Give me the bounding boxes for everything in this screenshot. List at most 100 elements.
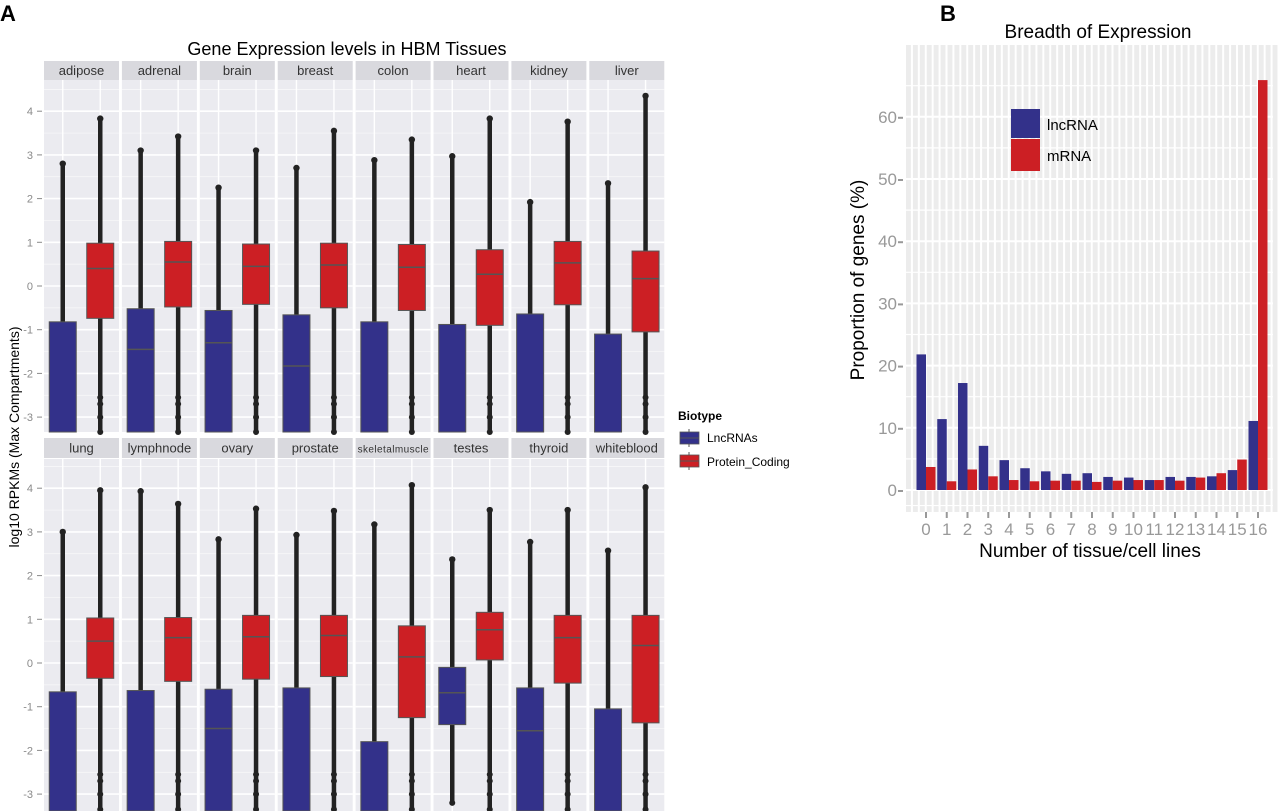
bar-lncrna — [1061, 473, 1072, 490]
facet-kidney: kidney — [511, 61, 587, 435]
plot-stripe — [1058, 45, 1064, 512]
y-tick-label: 40 — [878, 232, 897, 251]
y-tick-label: 20 — [878, 357, 897, 376]
facet-strip-label: thyroid — [529, 441, 568, 456]
plot-stripe — [1244, 45, 1250, 512]
plot-stripe — [1161, 45, 1167, 512]
y-tick-label: 60 — [878, 108, 897, 127]
plot-stripe — [1009, 45, 1015, 512]
outlier-point — [59, 160, 66, 167]
x-tick-label: 10 — [1124, 520, 1143, 539]
facet-strip-label: adrenal — [138, 63, 181, 78]
bar-mrna — [946, 481, 957, 490]
bar-mrna — [926, 466, 936, 490]
plot-stripe — [1023, 45, 1029, 512]
legend-a-entry-protein-coding: Protein_Coding — [679, 452, 790, 470]
box-lncrna — [516, 198, 545, 433]
box — [553, 240, 582, 306]
box — [360, 741, 389, 811]
outlier-point — [253, 791, 260, 798]
box — [553, 614, 582, 684]
plot-stripe — [1251, 45, 1257, 512]
outlier-point — [408, 771, 415, 778]
bar-mrna — [1029, 481, 1040, 490]
bar-lncrna — [1124, 477, 1134, 490]
plot-stripe — [1037, 45, 1043, 512]
y-tick-label: 1 — [27, 237, 33, 249]
plot-stripe — [1072, 45, 1077, 512]
facet-brain: brain — [199, 61, 275, 435]
bar-mrna — [967, 469, 977, 490]
box-protein-coding — [242, 505, 271, 811]
x-tick-label: 11 — [1145, 520, 1163, 539]
facet-heart: heart — [433, 61, 509, 435]
outlier-point — [175, 400, 182, 407]
facet-strip-label: colon — [378, 63, 409, 78]
bar-mrna — [1071, 480, 1081, 490]
box — [319, 242, 348, 309]
y-tick-label: 4 — [27, 483, 33, 495]
facet-strip-label: lung — [69, 441, 94, 456]
outlier-point — [137, 488, 144, 495]
outlier-point — [253, 806, 260, 811]
plot-stripe — [975, 45, 981, 512]
bar-mrna — [1133, 480, 1143, 490]
bar-mrna — [1154, 480, 1164, 490]
y-tick-label: -1 — [23, 702, 33, 714]
box-protein-coding — [164, 500, 193, 811]
facet-strip-label: kidney — [530, 63, 568, 78]
box-protein-coding — [553, 506, 582, 811]
outlier-point — [408, 791, 415, 798]
outlier-point — [408, 481, 416, 489]
facet-strip-label: lymphnode — [128, 441, 192, 456]
legend-a-title: Biotype — [678, 409, 722, 423]
box — [594, 708, 623, 811]
box — [86, 242, 115, 319]
plot-stripe — [954, 45, 960, 512]
outlier-point — [564, 414, 571, 421]
box — [126, 690, 155, 811]
y-tick-label: -3 — [23, 412, 33, 424]
legend-a-entry-lncrna: LncRNAs — [679, 429, 758, 447]
facet-strip-label: adipose — [59, 63, 105, 78]
outlier-point — [174, 500, 182, 508]
facet-strip — [121, 61, 197, 80]
facet-strip-label: ovary — [221, 441, 253, 456]
plot-stripe — [982, 45, 987, 512]
bar-lncrna — [999, 460, 1009, 490]
box — [126, 308, 155, 433]
facet-strip-label: whiteblood — [595, 441, 658, 456]
facet-prostate: prostate — [277, 438, 353, 811]
plot-stripe — [968, 45, 974, 512]
plot-stripe — [961, 45, 967, 512]
outlier-point — [175, 429, 182, 435]
box — [631, 250, 660, 333]
plot-stripe — [989, 45, 994, 512]
x-tick-label: 2 — [963, 520, 972, 539]
outlier-point — [59, 528, 66, 536]
outlier-point — [330, 791, 337, 798]
facet-grid: 4 3 2 1 0 -1 -2 -3 4 3 2 1 0 -1 -2 -3 adipose adrenal brai… — [23, 61, 665, 811]
legend-b: lncRNA mRNA — [1011, 109, 1098, 171]
legend-b-label-lncrna: lncRNA — [1047, 117, 1098, 134]
outlier-point — [253, 429, 260, 435]
facet-strip — [277, 61, 353, 80]
y-tick-label: 0 — [888, 481, 897, 500]
box-protein-coding — [553, 118, 582, 435]
box-lncrna — [438, 556, 467, 806]
bar-lncrna — [1020, 468, 1030, 490]
facet-strip-label: liver — [615, 63, 640, 78]
facet-strip-label: prostate — [292, 441, 339, 456]
outlier-point — [408, 429, 415, 435]
bar-lncrna — [1227, 470, 1238, 490]
bar-mrna — [1112, 480, 1123, 490]
box — [438, 666, 467, 726]
facet-strip-label: breast — [297, 63, 334, 78]
outlier-point — [642, 394, 649, 401]
box-protein-coding — [164, 133, 193, 435]
facet-whiteblood: whiteblood — [589, 438, 665, 811]
facet-strip — [433, 61, 509, 80]
chart-a-title: Gene Expression levels in HBM Tissues — [187, 39, 506, 59]
bar-mrna — [1237, 459, 1247, 490]
